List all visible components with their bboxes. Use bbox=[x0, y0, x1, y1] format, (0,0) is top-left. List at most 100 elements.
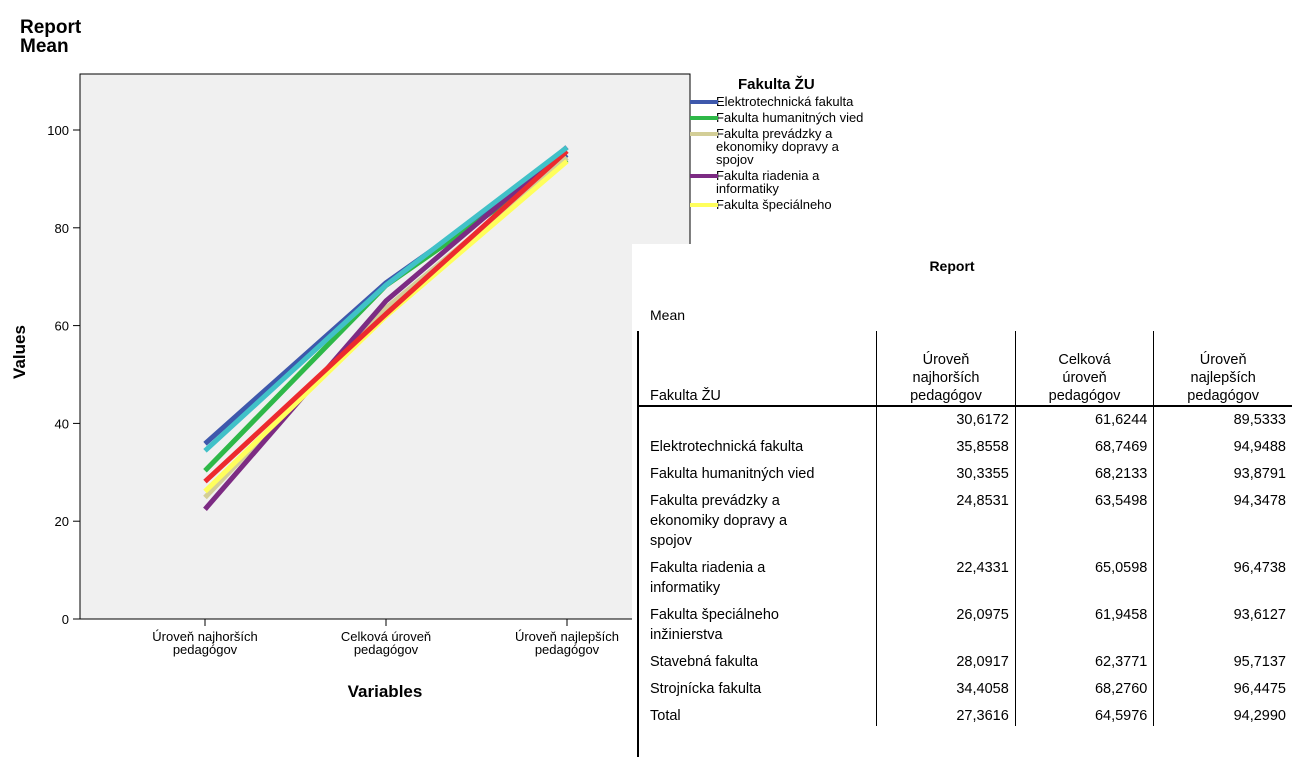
column-header: Úroveň najlepších pedagógov bbox=[1153, 331, 1292, 407]
column-header-line: pedagógov bbox=[1048, 388, 1121, 404]
table-row: Total 27,3616 64,5976 94,2990 bbox=[637, 703, 1292, 726]
table-row: 30,6172 61,6244 89,5333 bbox=[637, 406, 1292, 434]
legend-swatch bbox=[690, 100, 718, 104]
column-header-line: najlepších bbox=[1190, 370, 1256, 386]
legend-label: informatiky bbox=[716, 181, 779, 196]
table-header-row: Fakulta ŽU Úroveň najhorších pedagógov Celko… bbox=[637, 331, 1292, 407]
column-header-line: najhorších bbox=[912, 370, 980, 386]
table-cell: 64,5976 bbox=[1015, 703, 1155, 726]
legend-label: Fakulta špeciálneho bbox=[716, 197, 832, 212]
legend-item: Elektrotechnická fakulta bbox=[690, 95, 930, 108]
table-cell: 26,0975 bbox=[876, 602, 1016, 649]
legend-label: spojov bbox=[716, 152, 754, 167]
table-row: Stavebná fakulta 28,0917 62,3771 95,7137 bbox=[637, 649, 1292, 676]
legend-label: Elektrotechnická fakulta bbox=[716, 94, 854, 109]
row-label-line bbox=[650, 410, 870, 430]
table-cell: 96,4738 bbox=[1233, 560, 1286, 576]
table-cell: 89,5333 bbox=[1233, 412, 1286, 428]
column-header: Fakulta ŽU bbox=[637, 331, 878, 407]
table-cell: 22,4331 bbox=[876, 555, 1016, 602]
row-label: Fakulta riadenia a informatiky bbox=[637, 555, 878, 602]
x-tick-label: pedagógov bbox=[173, 642, 238, 657]
table-cell: 27,3616 bbox=[876, 703, 1016, 726]
y-tick-label: 100 bbox=[47, 123, 69, 138]
row-label-line: Elektrotechnická fakulta bbox=[650, 439, 804, 455]
row-label: Strojnícka fakulta bbox=[637, 676, 878, 703]
column-header-line: úroveň bbox=[1062, 370, 1107, 386]
row-label-line: Fakulta humanitných vied bbox=[650, 466, 815, 482]
column-header: Celková úroveň pedagógov bbox=[1015, 331, 1155, 407]
table-cell: 65,0598 bbox=[1015, 555, 1155, 602]
report-heading: Report bbox=[20, 17, 82, 38]
x-tick-label: Úroveň najhorších bbox=[152, 629, 258, 644]
row-label-line: Strojnícka fakulta bbox=[650, 681, 762, 697]
legend-label: Fakulta prevádzky a bbox=[716, 126, 833, 141]
table-row: Fakulta humanitných vied 30,3355 68,2133 93… bbox=[637, 461, 1292, 488]
row-label-line: Stavebná fakulta bbox=[650, 654, 759, 670]
y-tick-label: 60 bbox=[55, 319, 69, 334]
y-tick-label: 40 bbox=[55, 416, 69, 431]
legend-item: Fakulta špeciálneho bbox=[690, 198, 930, 211]
table-row: Strojnícka fakulta 34,4058 68,2760 96,4475 bbox=[637, 676, 1292, 703]
chart-legend: Fakulta ŽU Elektrotechnická fakulta Fakul… bbox=[690, 76, 930, 214]
table-row: Elektrotechnická fakulta 35,8558 68,7469 94… bbox=[637, 434, 1292, 461]
row-label: Elektrotechnická fakulta bbox=[637, 434, 878, 461]
table-cell: 94,3478 bbox=[1233, 493, 1286, 509]
legend-label: Fakulta humanitných vied bbox=[716, 110, 864, 125]
row-label-line: spojov bbox=[650, 533, 692, 549]
legend-item: Fakulta riadenia a informatiky bbox=[690, 169, 930, 195]
y-tick-label: 0 bbox=[62, 612, 69, 627]
report-table-title: Report bbox=[929, 258, 975, 274]
table-cell: 95,7137 bbox=[1233, 654, 1286, 670]
series-line bbox=[203, 145, 569, 511]
legend-label: ekonomiky dopravy a bbox=[716, 139, 839, 154]
row-label-line: Total bbox=[650, 708, 681, 724]
table-cell: 34,4058 bbox=[876, 676, 1016, 703]
table-cell: 30,3355 bbox=[876, 461, 1016, 488]
legend-swatch bbox=[690, 203, 718, 207]
table-cell: 61,9458 bbox=[1015, 602, 1155, 649]
report-table-subtitle: Mean bbox=[650, 307, 686, 323]
column-header-line: Úroveň bbox=[922, 352, 970, 368]
table-row: Fakulta prevádzky a ekonomiky dopravy a sp… bbox=[637, 488, 1292, 555]
y-tick-label: 80 bbox=[55, 221, 69, 236]
table-cell: 93,6127 bbox=[1233, 607, 1286, 623]
table-cell: 94,9488 bbox=[1233, 439, 1286, 455]
table-cell: 68,2760 bbox=[1015, 676, 1155, 703]
row-label-line: informatiky bbox=[650, 580, 721, 596]
row-label: Stavebná fakulta bbox=[637, 649, 878, 676]
series-line bbox=[203, 145, 569, 453]
series-line bbox=[203, 149, 569, 484]
row-label: Fakulta humanitných vied bbox=[637, 461, 878, 488]
column-header-line: Fakulta ŽU bbox=[650, 388, 721, 404]
legend-label: Fakulta riadenia a bbox=[716, 168, 820, 183]
row-label: Fakulta špeciálneho inžinierstva bbox=[637, 602, 878, 649]
x-tick-label: Úroveň najlepších bbox=[515, 629, 619, 644]
table-cell: 30,6172 bbox=[876, 406, 1016, 434]
legend-swatch bbox=[690, 132, 718, 136]
table-cell: 93,8791 bbox=[1233, 466, 1286, 482]
report-table: Fakulta ŽU Úroveň najhorších pedagógov Celko… bbox=[637, 331, 1292, 726]
legend-swatch bbox=[690, 174, 718, 178]
row-label-line: Fakulta riadenia a bbox=[650, 560, 766, 576]
table-cell: 24,8531 bbox=[876, 488, 1016, 555]
row-label-line: Fakulta prevádzky a bbox=[650, 493, 780, 509]
legend-item: Fakulta humanitných vied bbox=[690, 111, 930, 124]
table-row: Fakulta riadenia a informatiky 22,4331 65,0… bbox=[637, 555, 1292, 602]
y-axis-label: Values bbox=[10, 325, 29, 379]
column-header-line: Celková bbox=[1058, 352, 1111, 368]
legend-swatch bbox=[690, 116, 718, 120]
mean-subheading: Mean bbox=[20, 36, 69, 57]
legend-item: Fakulta prevádzky a ekonomiky dopravy a sp… bbox=[690, 127, 930, 166]
x-tick-label: pedagógov bbox=[535, 642, 600, 657]
table-cell: 96,4475 bbox=[1233, 681, 1286, 697]
row-label-line: Fakulta špeciálneho bbox=[650, 607, 779, 623]
table-cell: 68,2133 bbox=[1015, 461, 1155, 488]
table-cell: 61,6244 bbox=[1015, 406, 1155, 434]
table-cell: 94,2990 bbox=[1233, 708, 1286, 724]
column-header-line: pedagógov bbox=[1187, 388, 1260, 404]
table-cell: 62,3771 bbox=[1015, 649, 1155, 676]
row-label bbox=[637, 406, 878, 434]
legend-title: Fakulta ŽU bbox=[738, 76, 815, 93]
